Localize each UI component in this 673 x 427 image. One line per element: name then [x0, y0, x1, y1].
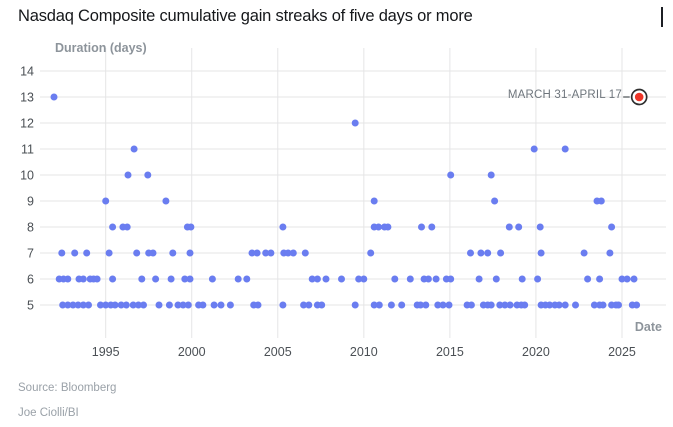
svg-text:2015: 2015 — [436, 345, 464, 359]
svg-text:2005: 2005 — [264, 345, 292, 359]
svg-text:1995: 1995 — [92, 345, 120, 359]
svg-text:7: 7 — [27, 247, 34, 261]
svg-text:11: 11 — [21, 143, 34, 157]
y-axis-title: Duration (days) — [55, 41, 147, 55]
source-credit: Source: Bloomberg — [18, 382, 117, 394]
svg-text:2020: 2020 — [522, 345, 550, 359]
svg-text:2010: 2010 — [350, 345, 378, 359]
highlight-point — [623, 88, 648, 106]
svg-text:5: 5 — [27, 299, 34, 313]
author-byline: Joe Ciolli/BI — [18, 407, 79, 419]
annotation-label: MARCH 31-APRIL 17 — [507, 89, 622, 101]
y-axis-labels: 5 6 7 8 9 10 11 12 13 14 — [20, 65, 34, 313]
svg-text:8: 8 — [27, 221, 34, 235]
svg-text:2000: 2000 — [178, 345, 206, 359]
data-points — [50, 93, 641, 309]
svg-text:13: 13 — [20, 91, 34, 105]
svg-text:14: 14 — [20, 65, 34, 79]
svg-text:12: 12 — [20, 117, 34, 131]
svg-text:2025: 2025 — [608, 345, 636, 359]
page-title: Nasdaq Composite cumulative gain streaks… — [18, 7, 473, 25]
x-axis-title: Date — [634, 320, 662, 334]
text-cursor — [661, 7, 663, 27]
svg-text:6: 6 — [27, 273, 34, 287]
svg-text:9: 9 — [27, 195, 34, 209]
x-axis-labels: 1995 2000 2005 2010 2015 2020 2025 — [92, 345, 636, 359]
svg-text:10: 10 — [20, 169, 34, 183]
